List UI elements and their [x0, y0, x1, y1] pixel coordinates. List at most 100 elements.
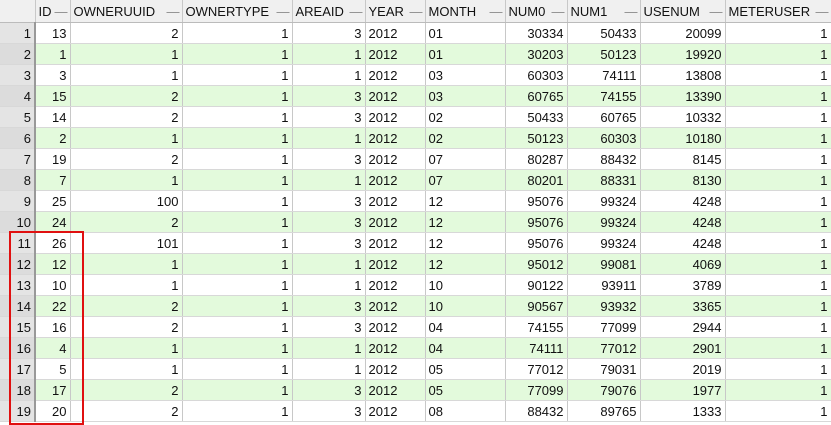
cell-id[interactable]: 1: [35, 43, 71, 65]
cell-usenum[interactable]: 20099: [640, 22, 726, 44]
cell-usenum[interactable]: 4248: [640, 190, 726, 212]
cell-meteruser[interactable]: 1: [725, 358, 831, 380]
cell-id[interactable]: 26: [35, 232, 71, 254]
column-header-num0[interactable]: NUM0 —: [505, 0, 568, 23]
column-resize-handle[interactable]: —: [409, 3, 423, 19]
cell-id[interactable]: 15: [35, 85, 71, 107]
cell-year[interactable]: 2012: [365, 358, 426, 380]
row-number[interactable]: 11: [0, 232, 36, 254]
row-number[interactable]: 3: [0, 64, 36, 86]
cell-num0[interactable]: 77099: [505, 379, 568, 401]
cell-owneruuid[interactable]: 1: [70, 337, 183, 359]
cell-num1[interactable]: 93911: [567, 274, 641, 296]
cell-month[interactable]: 10: [425, 274, 506, 296]
cell-year[interactable]: 2012: [365, 64, 426, 86]
cell-owneruuid[interactable]: 2: [70, 295, 183, 317]
cell-num0[interactable]: 30203: [505, 43, 568, 65]
cell-meteruser[interactable]: 1: [725, 232, 831, 254]
cell-num0[interactable]: 88432: [505, 400, 568, 422]
column-header-year[interactable]: YEAR —: [365, 0, 426, 23]
table-row[interactable]: 3 3 1 1 1 2012 03 60303 74111 13808 1: [0, 64, 831, 86]
cell-id[interactable]: 25: [35, 190, 71, 212]
row-number[interactable]: 1: [0, 22, 36, 44]
cell-meteruser[interactable]: 1: [725, 253, 831, 275]
cell-id[interactable]: 14: [35, 106, 71, 128]
cell-ownertype[interactable]: 1: [182, 22, 293, 44]
row-number[interactable]: 4: [0, 85, 36, 107]
cell-num0[interactable]: 90567: [505, 295, 568, 317]
cell-month[interactable]: 03: [425, 85, 506, 107]
row-number[interactable]: 14: [0, 295, 36, 317]
cell-month[interactable]: 08: [425, 400, 506, 422]
cell-num0[interactable]: 80287: [505, 148, 568, 170]
cell-meteruser[interactable]: 1: [725, 127, 831, 149]
column-resize-handle[interactable]: —: [166, 3, 180, 19]
cell-year[interactable]: 2012: [365, 148, 426, 170]
cell-owneruuid[interactable]: 1: [70, 43, 183, 65]
cell-num0[interactable]: 95012: [505, 253, 568, 275]
cell-areaid[interactable]: 3: [292, 148, 366, 170]
cell-month[interactable]: 01: [425, 22, 506, 44]
cell-areaid[interactable]: 3: [292, 22, 366, 44]
table-row[interactable]: 4 15 2 1 3 2012 03 60765 74155 13390 1: [0, 85, 831, 107]
cell-usenum[interactable]: 19920: [640, 43, 726, 65]
row-number[interactable]: 5: [0, 106, 36, 128]
cell-id[interactable]: 16: [35, 316, 71, 338]
cell-meteruser[interactable]: 1: [725, 274, 831, 296]
cell-num1[interactable]: 77012: [567, 337, 641, 359]
cell-meteruser[interactable]: 1: [725, 379, 831, 401]
cell-month[interactable]: 04: [425, 337, 506, 359]
cell-month[interactable]: 02: [425, 127, 506, 149]
cell-areaid[interactable]: 3: [292, 316, 366, 338]
cell-year[interactable]: 2012: [365, 295, 426, 317]
row-number[interactable]: 7: [0, 148, 36, 170]
table-row[interactable]: 6 2 1 1 1 2012 02 50123 60303 10180 1: [0, 127, 831, 149]
cell-num0[interactable]: 60303: [505, 64, 568, 86]
cell-meteruser[interactable]: 1: [725, 64, 831, 86]
cell-year[interactable]: 2012: [365, 274, 426, 296]
cell-num1[interactable]: 88432: [567, 148, 641, 170]
cell-num1[interactable]: 50433: [567, 22, 641, 44]
cell-id[interactable]: 3: [35, 64, 71, 86]
cell-id[interactable]: 7: [35, 169, 71, 191]
cell-num1[interactable]: 88331: [567, 169, 641, 191]
cell-id[interactable]: 5: [35, 358, 71, 380]
cell-areaid[interactable]: 1: [292, 253, 366, 275]
cell-year[interactable]: 2012: [365, 22, 426, 44]
cell-usenum[interactable]: 10332: [640, 106, 726, 128]
column-header-num1[interactable]: NUM1 —: [567, 0, 641, 23]
cell-num1[interactable]: 79076: [567, 379, 641, 401]
table-row[interactable]: 14 22 2 1 3 2012 10 90567 93932 3365 1: [0, 295, 831, 317]
cell-year[interactable]: 2012: [365, 211, 426, 233]
cell-num0[interactable]: 30334: [505, 22, 568, 44]
cell-meteruser[interactable]: 1: [725, 148, 831, 170]
cell-num0[interactable]: 95076: [505, 190, 568, 212]
column-resize-handle[interactable]: —: [624, 3, 638, 19]
table-row[interactable]: 12 12 1 1 1 2012 12 95012 99081 4069 1: [0, 253, 831, 275]
cell-areaid[interactable]: 3: [292, 295, 366, 317]
cell-ownertype[interactable]: 1: [182, 190, 293, 212]
cell-areaid[interactable]: 1: [292, 127, 366, 149]
cell-num1[interactable]: 99324: [567, 232, 641, 254]
cell-month[interactable]: 05: [425, 358, 506, 380]
cell-owneruuid[interactable]: 2: [70, 316, 183, 338]
cell-areaid[interactable]: 3: [292, 400, 366, 422]
cell-num0[interactable]: 95076: [505, 211, 568, 233]
cell-ownertype[interactable]: 1: [182, 106, 293, 128]
cell-ownertype[interactable]: 1: [182, 169, 293, 191]
cell-usenum[interactable]: 1977: [640, 379, 726, 401]
cell-num1[interactable]: 60303: [567, 127, 641, 149]
cell-ownertype[interactable]: 1: [182, 358, 293, 380]
row-number[interactable]: 6: [0, 127, 36, 149]
cell-month[interactable]: 07: [425, 148, 506, 170]
cell-id[interactable]: 17: [35, 379, 71, 401]
cell-owneruuid[interactable]: 101: [70, 232, 183, 254]
table-row[interactable]: 13 10 1 1 1 2012 10 90122 93911 3789 1: [0, 274, 831, 296]
row-number[interactable]: 12: [0, 253, 36, 275]
cell-meteruser[interactable]: 1: [725, 400, 831, 422]
cell-month[interactable]: 12: [425, 253, 506, 275]
table-row[interactable]: 9 25 100 1 3 2012 12 95076 99324 4248 1: [0, 190, 831, 212]
cell-ownertype[interactable]: 1: [182, 85, 293, 107]
cell-meteruser[interactable]: 1: [725, 316, 831, 338]
column-resize-handle[interactable]: —: [709, 3, 723, 19]
